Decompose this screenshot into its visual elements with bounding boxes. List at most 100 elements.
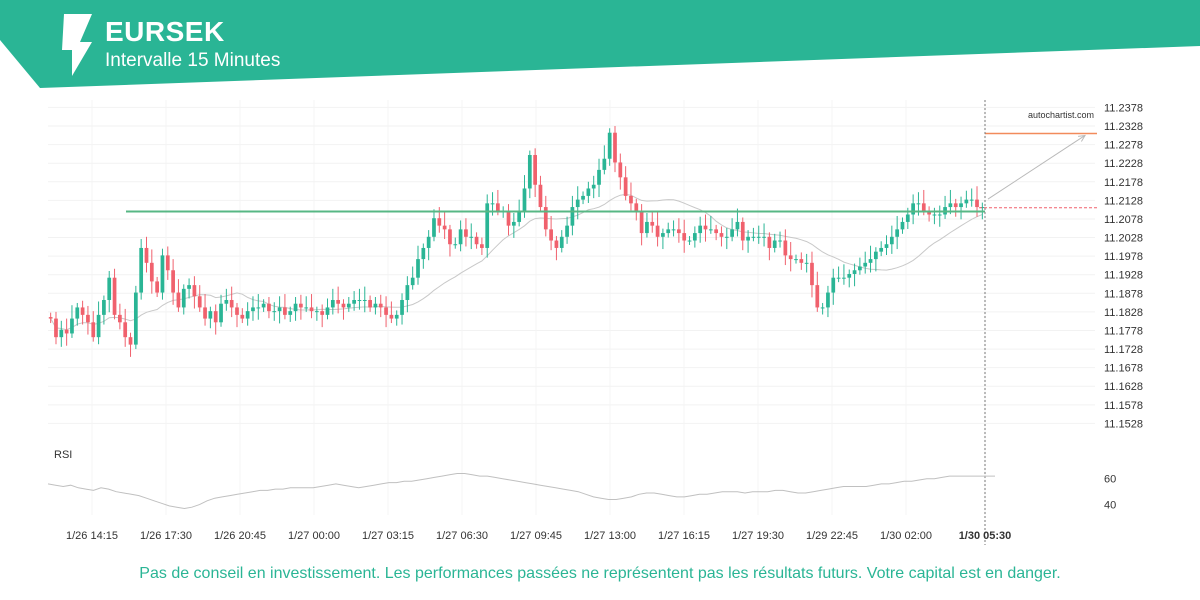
x-tick-label: 1/30 05:30 bbox=[959, 530, 1012, 542]
candle-body bbox=[831, 277, 836, 293]
candle-body bbox=[511, 221, 516, 226]
candle-body bbox=[730, 229, 734, 237]
candle-body bbox=[464, 229, 468, 237]
candle-body bbox=[320, 311, 325, 315]
candle-body bbox=[219, 303, 223, 323]
candle-body bbox=[794, 259, 798, 261]
candle-body bbox=[778, 240, 782, 242]
candle-body bbox=[900, 221, 905, 230]
candle-body bbox=[91, 322, 96, 338]
candle-body bbox=[948, 203, 953, 208]
candle-body bbox=[597, 169, 601, 185]
candle-body bbox=[905, 214, 910, 222]
candle-body bbox=[969, 199, 974, 201]
candle-body bbox=[245, 311, 250, 319]
candle-body bbox=[102, 299, 106, 315]
candle-body bbox=[235, 307, 239, 315]
y-tick-label: 11.2078 bbox=[1104, 214, 1143, 226]
candle-body bbox=[820, 307, 825, 309]
candle-body bbox=[724, 236, 729, 238]
candle-body bbox=[661, 233, 665, 237]
y-tick-label: 11.2128 bbox=[1104, 195, 1143, 207]
candle-body bbox=[224, 299, 229, 304]
candle-body bbox=[692, 233, 697, 241]
candle-body bbox=[895, 229, 900, 237]
x-tick-label: 1/26 14:15 bbox=[66, 530, 118, 542]
candle-body bbox=[485, 203, 490, 248]
candle-body bbox=[623, 177, 628, 196]
candle-body bbox=[64, 329, 69, 334]
candle-body bbox=[889, 236, 894, 245]
candle-body bbox=[575, 199, 580, 208]
y-tick-label: 11.1628 bbox=[1104, 381, 1143, 393]
candle-body bbox=[325, 307, 330, 315]
moving-average-line bbox=[50, 193, 983, 331]
candle-body bbox=[671, 229, 676, 231]
candle-body bbox=[171, 270, 175, 293]
x-tick-label: 1/27 19:30 bbox=[732, 530, 784, 542]
candle-body bbox=[267, 303, 271, 312]
candle-body bbox=[783, 240, 788, 256]
x-tick-label: 1/27 13:00 bbox=[584, 530, 636, 542]
candle-body bbox=[496, 203, 500, 211]
candlesticks bbox=[48, 126, 985, 357]
projection-arrow-head bbox=[1078, 134, 1086, 142]
candle-body bbox=[128, 337, 133, 345]
y-tick-label: 11.2328 bbox=[1104, 121, 1143, 133]
candle-body bbox=[54, 318, 58, 338]
candle-body bbox=[937, 214, 942, 216]
x-tick-label: 1/27 00:00 bbox=[288, 530, 340, 542]
y-tick-label: 11.2178 bbox=[1104, 177, 1143, 189]
candle-body bbox=[176, 292, 181, 308]
candle-body bbox=[251, 307, 255, 312]
candle-body bbox=[613, 132, 617, 163]
candle-body bbox=[810, 262, 814, 286]
candle-body bbox=[799, 259, 804, 263]
candle-body bbox=[197, 296, 202, 308]
header-banner bbox=[0, 0, 1200, 88]
candle-body bbox=[394, 314, 399, 319]
header-banner-shape bbox=[0, 0, 1200, 88]
candle-body bbox=[256, 307, 261, 309]
candle-body bbox=[442, 225, 447, 230]
candle-body bbox=[538, 184, 543, 208]
candle-body bbox=[746, 236, 750, 241]
candle-body bbox=[373, 303, 378, 308]
x-tick-label: 1/30 02:00 bbox=[880, 530, 932, 542]
candle-body bbox=[75, 307, 80, 319]
candle-body bbox=[187, 285, 191, 289]
candle-body bbox=[634, 203, 639, 211]
candle-body bbox=[708, 229, 713, 231]
candle-body bbox=[400, 299, 404, 315]
candle-body bbox=[719, 233, 724, 237]
candle-body bbox=[304, 307, 309, 309]
candle-body bbox=[341, 303, 346, 308]
candle-body bbox=[602, 158, 607, 170]
y-tick-label: 11.2028 bbox=[1104, 233, 1143, 245]
candle-body bbox=[86, 314, 90, 323]
y-tick-label: 11.2378 bbox=[1104, 102, 1143, 114]
candle-body bbox=[554, 240, 559, 248]
candle-body bbox=[362, 299, 367, 301]
y-tick-label: 11.1728 bbox=[1104, 344, 1143, 356]
candle-body bbox=[756, 236, 761, 238]
candle-body bbox=[586, 188, 591, 196]
candle-body bbox=[416, 259, 420, 278]
candle-body bbox=[165, 255, 170, 271]
candle-body bbox=[932, 214, 937, 216]
candle-body bbox=[309, 307, 314, 312]
candle-body bbox=[740, 221, 745, 241]
candle-body bbox=[70, 318, 74, 334]
x-tick-label: 1/27 06:30 bbox=[436, 530, 488, 542]
candle-body bbox=[873, 251, 878, 260]
y-tick-label: 11.1778 bbox=[1104, 325, 1143, 337]
candle-body bbox=[107, 277, 112, 300]
candle-body bbox=[48, 317, 53, 319]
candle-body bbox=[480, 244, 484, 248]
candle-body bbox=[80, 307, 85, 315]
candle-body bbox=[921, 203, 926, 211]
candle-body bbox=[533, 155, 537, 185]
candle-body bbox=[581, 195, 585, 200]
candle-body bbox=[213, 311, 218, 323]
candle-body bbox=[384, 307, 388, 315]
